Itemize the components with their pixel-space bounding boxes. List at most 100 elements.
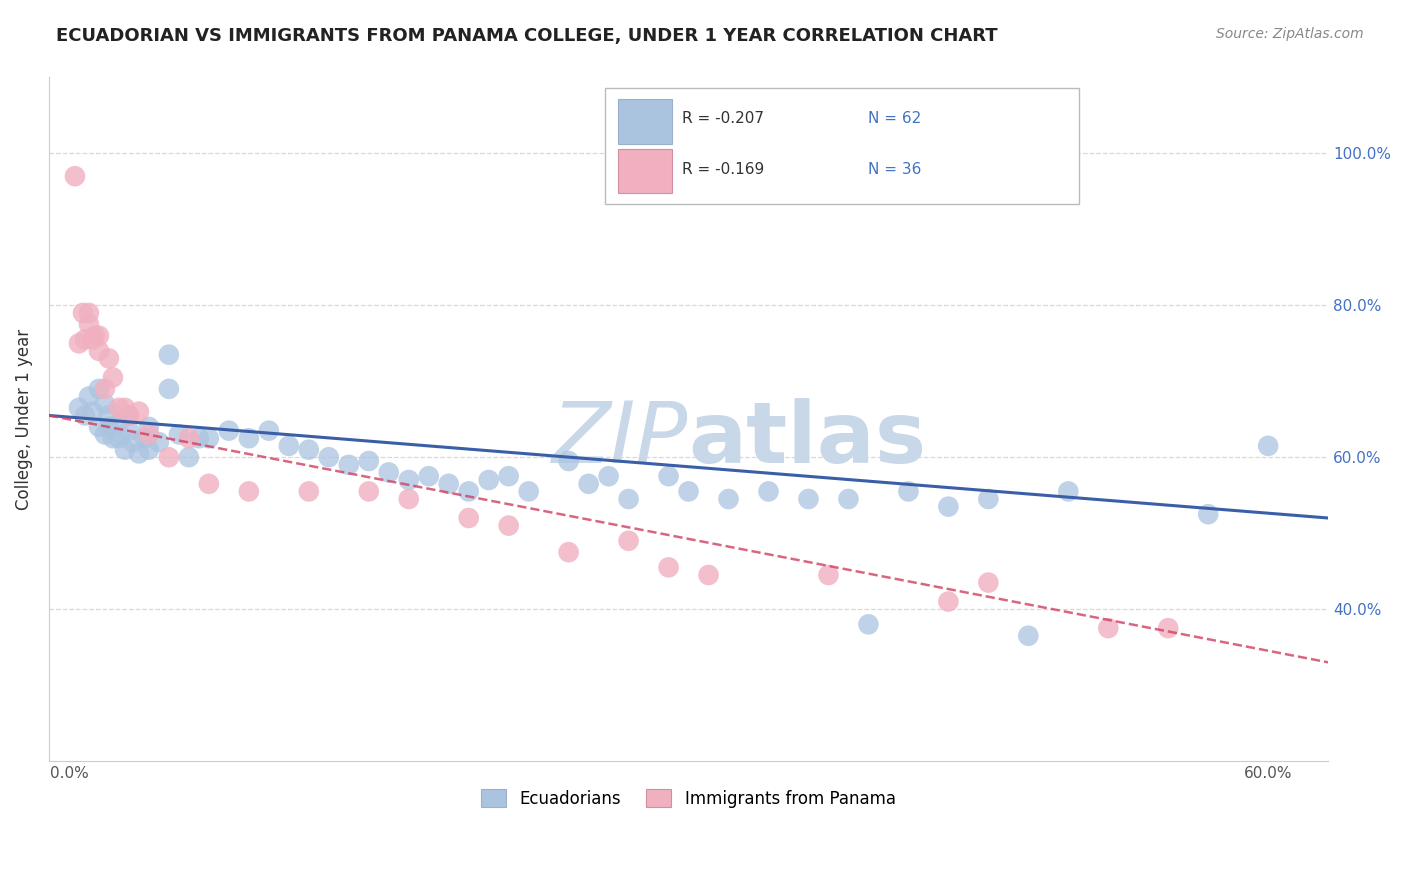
- Text: atlas: atlas: [689, 398, 927, 482]
- Point: [1157, 621, 1180, 635]
- Point: [517, 484, 540, 499]
- Point: [67, 401, 90, 415]
- Point: [94, 397, 117, 411]
- Point: [697, 568, 720, 582]
- Text: N = 62: N = 62: [868, 111, 921, 126]
- Point: [87, 328, 110, 343]
- Text: R = -0.207: R = -0.207: [682, 111, 763, 126]
- Point: [108, 431, 131, 445]
- Point: [73, 333, 96, 347]
- Point: [557, 454, 579, 468]
- Point: [837, 491, 859, 506]
- Point: [678, 484, 700, 499]
- Point: [277, 439, 299, 453]
- Point: [118, 409, 141, 423]
- Point: [128, 405, 150, 419]
- Point: [157, 348, 180, 362]
- Point: [73, 409, 96, 423]
- Point: [758, 484, 780, 499]
- Point: [114, 401, 136, 415]
- Point: [298, 484, 321, 499]
- Point: [478, 473, 501, 487]
- Point: [238, 431, 260, 445]
- Point: [138, 427, 160, 442]
- Point: [398, 491, 420, 506]
- Point: [67, 336, 90, 351]
- Point: [938, 594, 960, 608]
- Point: [97, 420, 120, 434]
- FancyBboxPatch shape: [619, 149, 672, 193]
- Point: [134, 431, 156, 445]
- Point: [157, 382, 180, 396]
- Point: [128, 446, 150, 460]
- Point: [418, 469, 440, 483]
- Point: [87, 420, 110, 434]
- Point: [122, 435, 145, 450]
- Point: [97, 351, 120, 366]
- Point: [138, 442, 160, 457]
- Point: [977, 575, 1000, 590]
- Text: R = -0.169: R = -0.169: [682, 162, 765, 178]
- Point: [617, 491, 640, 506]
- Point: [337, 458, 360, 472]
- Point: [77, 389, 100, 403]
- Point: [457, 484, 479, 499]
- Point: [398, 473, 420, 487]
- Point: [177, 450, 200, 465]
- Text: Source: ZipAtlas.com: Source: ZipAtlas.com: [1216, 27, 1364, 41]
- Point: [167, 427, 190, 442]
- Point: [157, 450, 180, 465]
- Point: [218, 424, 240, 438]
- Point: [87, 343, 110, 358]
- Point: [298, 442, 321, 457]
- Point: [977, 491, 1000, 506]
- Point: [198, 431, 221, 445]
- Point: [94, 382, 117, 396]
- Point: [1017, 629, 1039, 643]
- Point: [357, 484, 380, 499]
- Point: [897, 484, 920, 499]
- Point: [77, 306, 100, 320]
- FancyBboxPatch shape: [606, 87, 1078, 204]
- Text: N = 36: N = 36: [868, 162, 921, 178]
- Point: [797, 491, 820, 506]
- Point: [198, 476, 221, 491]
- Point: [1197, 507, 1219, 521]
- Point: [658, 560, 681, 574]
- Point: [557, 545, 579, 559]
- Point: [498, 518, 520, 533]
- Point: [658, 469, 681, 483]
- Point: [118, 424, 141, 438]
- Text: ECUADORIAN VS IMMIGRANTS FROM PANAMA COLLEGE, UNDER 1 YEAR CORRELATION CHART: ECUADORIAN VS IMMIGRANTS FROM PANAMA COL…: [56, 27, 998, 45]
- Point: [357, 454, 380, 468]
- Point: [101, 431, 124, 445]
- Point: [457, 511, 479, 525]
- Point: [598, 469, 620, 483]
- Point: [94, 427, 117, 442]
- Point: [1257, 439, 1279, 453]
- Point: [858, 617, 880, 632]
- Point: [498, 469, 520, 483]
- Point: [717, 491, 740, 506]
- Point: [72, 306, 94, 320]
- Point: [97, 409, 120, 423]
- Point: [578, 476, 600, 491]
- Point: [938, 500, 960, 514]
- Point: [82, 333, 104, 347]
- Point: [817, 568, 839, 582]
- Legend: Ecuadorians, Immigrants from Panama: Ecuadorians, Immigrants from Panama: [475, 783, 903, 814]
- Point: [617, 533, 640, 548]
- FancyBboxPatch shape: [619, 99, 672, 144]
- Point: [257, 424, 280, 438]
- Point: [377, 466, 399, 480]
- Point: [63, 169, 86, 184]
- Text: ZIP: ZIP: [553, 398, 689, 482]
- Point: [177, 431, 200, 445]
- Point: [437, 476, 460, 491]
- Point: [1097, 621, 1119, 635]
- Point: [148, 435, 170, 450]
- Point: [187, 431, 209, 445]
- Y-axis label: College, Under 1 year: College, Under 1 year: [15, 328, 32, 510]
- Point: [1057, 484, 1080, 499]
- Point: [118, 409, 141, 423]
